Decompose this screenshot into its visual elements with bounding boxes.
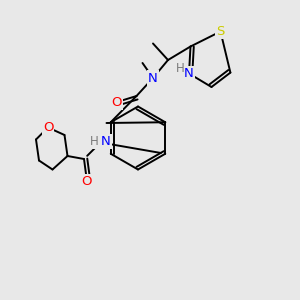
Text: N: N bbox=[101, 135, 111, 148]
Text: H: H bbox=[90, 135, 99, 148]
Text: H: H bbox=[176, 62, 184, 76]
Text: O: O bbox=[112, 95, 122, 109]
Text: N: N bbox=[184, 67, 194, 80]
Text: N: N bbox=[148, 71, 158, 85]
Text: O: O bbox=[82, 175, 92, 188]
Text: S: S bbox=[216, 25, 225, 38]
Text: O: O bbox=[43, 121, 53, 134]
